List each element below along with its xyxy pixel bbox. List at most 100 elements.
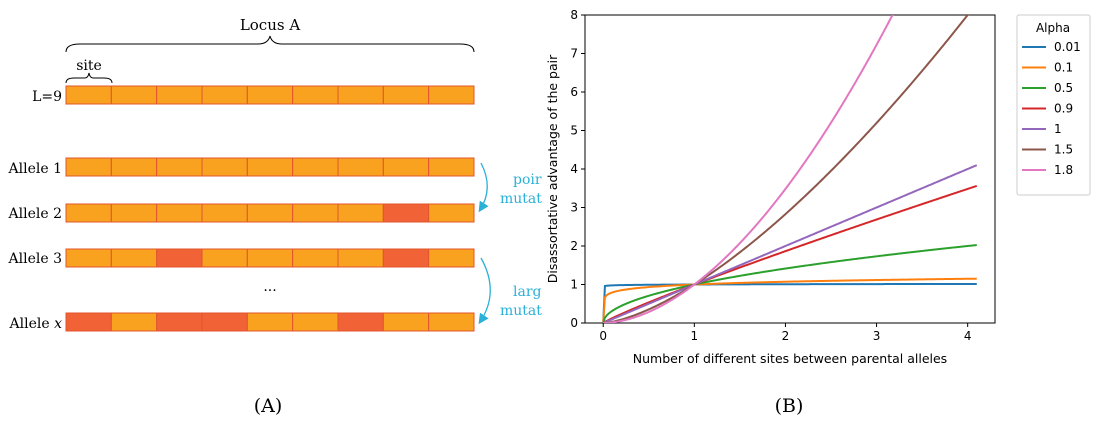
- site: [246, 203, 294, 223]
- site: [201, 203, 248, 223]
- point-mutation-label-1: poir: [513, 172, 542, 188]
- site: [292, 203, 339, 223]
- site: [201, 157, 248, 177]
- x-tick-label: 2: [782, 329, 790, 343]
- site: [292, 157, 339, 177]
- row-label-l9: L=9: [32, 89, 62, 105]
- x-tick-label: 1: [691, 329, 699, 343]
- legend-entry: 1: [1054, 122, 1062, 136]
- locus-brace: [65, 35, 475, 53]
- site: [292, 85, 339, 105]
- site: [382, 312, 430, 332]
- site: [110, 248, 158, 268]
- site-brace: [65, 72, 113, 84]
- site-mutated: [201, 312, 248, 332]
- legend-entry: 1.8: [1054, 163, 1073, 177]
- site: [246, 85, 294, 105]
- row-label-allele-2: Allele 2: [8, 206, 62, 222]
- site: [292, 248, 339, 268]
- site: [337, 85, 384, 105]
- large-mutation-arrow: [478, 257, 491, 325]
- site: [337, 157, 384, 177]
- row-label-allele-1: Allele 1: [8, 161, 62, 177]
- legend-entry: 0.9: [1054, 102, 1073, 116]
- site: [337, 248, 384, 268]
- site-mutated: [65, 312, 112, 332]
- y-tick-label: 2: [570, 239, 578, 253]
- y-tick-label: 8: [570, 8, 578, 22]
- x-tick-label: 3: [873, 329, 881, 343]
- x-axis-label: Number of different sites between parent…: [633, 351, 947, 366]
- site: [65, 203, 112, 223]
- site: [201, 248, 248, 268]
- site: [110, 312, 158, 332]
- site-mutated: [382, 248, 430, 268]
- site: [428, 85, 475, 105]
- series-line-alpha-0-5: [602, 244, 977, 323]
- site: [110, 85, 158, 105]
- site: [337, 203, 384, 223]
- site-mutated: [156, 312, 203, 332]
- site: [156, 203, 203, 223]
- site: [428, 312, 475, 332]
- site: [428, 157, 475, 177]
- legend-title: Alpha: [1036, 21, 1070, 35]
- site: [65, 85, 112, 105]
- series-line-alpha-1: [602, 164, 978, 323]
- chart-lines: [602, 15, 978, 323]
- ellipsis: ...: [263, 279, 276, 295]
- site: [65, 248, 112, 268]
- large-mutation-label-2: mutat: [500, 303, 542, 319]
- row-label-allele-x: Allele x: [9, 316, 63, 332]
- site: [246, 248, 294, 268]
- series-line-alpha-0-01: [602, 282, 977, 323]
- y-tick-label: 1: [570, 278, 578, 292]
- site: [382, 157, 430, 177]
- chart-ticks: 0 1 2 3 4 0 1 2 3 4 5 6 7 8: [570, 8, 971, 343]
- x-tick-label: 0: [599, 329, 607, 343]
- y-tick-label: 5: [570, 124, 578, 138]
- site: [110, 157, 158, 177]
- site: [246, 312, 294, 332]
- site: [110, 203, 158, 223]
- site-mutated: [337, 312, 384, 332]
- chart-legend: Alpha 0.01 0.1 0.5 0.9 1 1.5 1.8: [1016, 14, 1091, 196]
- disassortative-chart: 0 1 2 3 4 0 1 2 3 4 5 6 7 8 Number of different sites…: [545, 8, 1091, 417]
- site-mutated: [382, 203, 430, 223]
- locus-label: Locus A: [240, 16, 301, 34]
- point-mutation-arrow: [478, 162, 489, 213]
- allele-diagram: Locus A site L=9 Allele 1 Allele 2 Allel…: [8, 16, 543, 417]
- row-label-allele-3: Allele 3: [8, 251, 62, 267]
- legend-entry: 0.01: [1054, 40, 1081, 54]
- large-mutation-label-1: larg: [513, 284, 542, 300]
- legend-entry: 1.5: [1054, 143, 1073, 157]
- caption-b: (B): [775, 395, 804, 417]
- series-line-alpha-1-5: [603, 15, 969, 323]
- plot-area: [584, 14, 996, 324]
- site: [156, 85, 203, 105]
- y-tick-label: 3: [570, 201, 578, 215]
- legend-entry: 0.5: [1054, 81, 1073, 95]
- legend-entry: 0.1: [1054, 61, 1073, 75]
- site: [428, 248, 475, 268]
- y-tick-label: 7: [570, 47, 578, 61]
- site: [65, 157, 112, 177]
- series-line-alpha-0-1: [602, 277, 977, 323]
- y-tick-label: 6: [570, 85, 578, 99]
- series-line-alpha-1-8: [603, 15, 894, 323]
- legend-items: 0.01 0.1 0.5 0.9 1 1.5 1.8: [1022, 40, 1081, 177]
- site: [292, 312, 339, 332]
- site: [428, 203, 475, 223]
- site: [382, 85, 430, 105]
- y-axis-label: Disassortative advantage of the pair: [545, 54, 560, 283]
- site: [201, 85, 248, 105]
- x-tick-label: 4: [964, 329, 972, 343]
- y-tick-label: 0: [570, 316, 578, 330]
- site-rows: [65, 85, 475, 332]
- site-mutated: [156, 248, 203, 268]
- site-label: site: [76, 58, 102, 74]
- y-tick-label: 4: [570, 162, 578, 176]
- point-mutation-label-2: mutat: [500, 191, 542, 207]
- caption-a: (A): [254, 395, 283, 417]
- site: [246, 157, 294, 177]
